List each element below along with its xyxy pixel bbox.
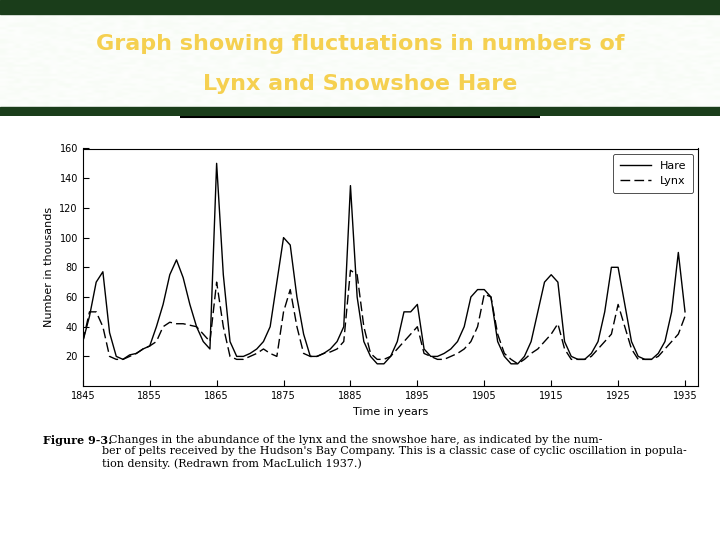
X-axis label: Time in years: Time in years <box>353 407 428 416</box>
Y-axis label: Number in thousands: Number in thousands <box>44 207 54 327</box>
Legend: Hare, Lynx: Hare, Lynx <box>613 154 693 193</box>
Text: Changes in the abundance of the lynx and the snowshoe hare, as indicated by the : Changes in the abundance of the lynx and… <box>102 435 687 469</box>
Bar <box>0 107 720 116</box>
Text: Lynx and Snowshoe Hare: Lynx and Snowshoe Hare <box>203 73 517 93</box>
Text: Graph showing fluctuations in numbers of: Graph showing fluctuations in numbers of <box>96 34 624 54</box>
Bar <box>0 0 720 14</box>
Text: Figure 9-3.: Figure 9-3. <box>43 435 112 446</box>
